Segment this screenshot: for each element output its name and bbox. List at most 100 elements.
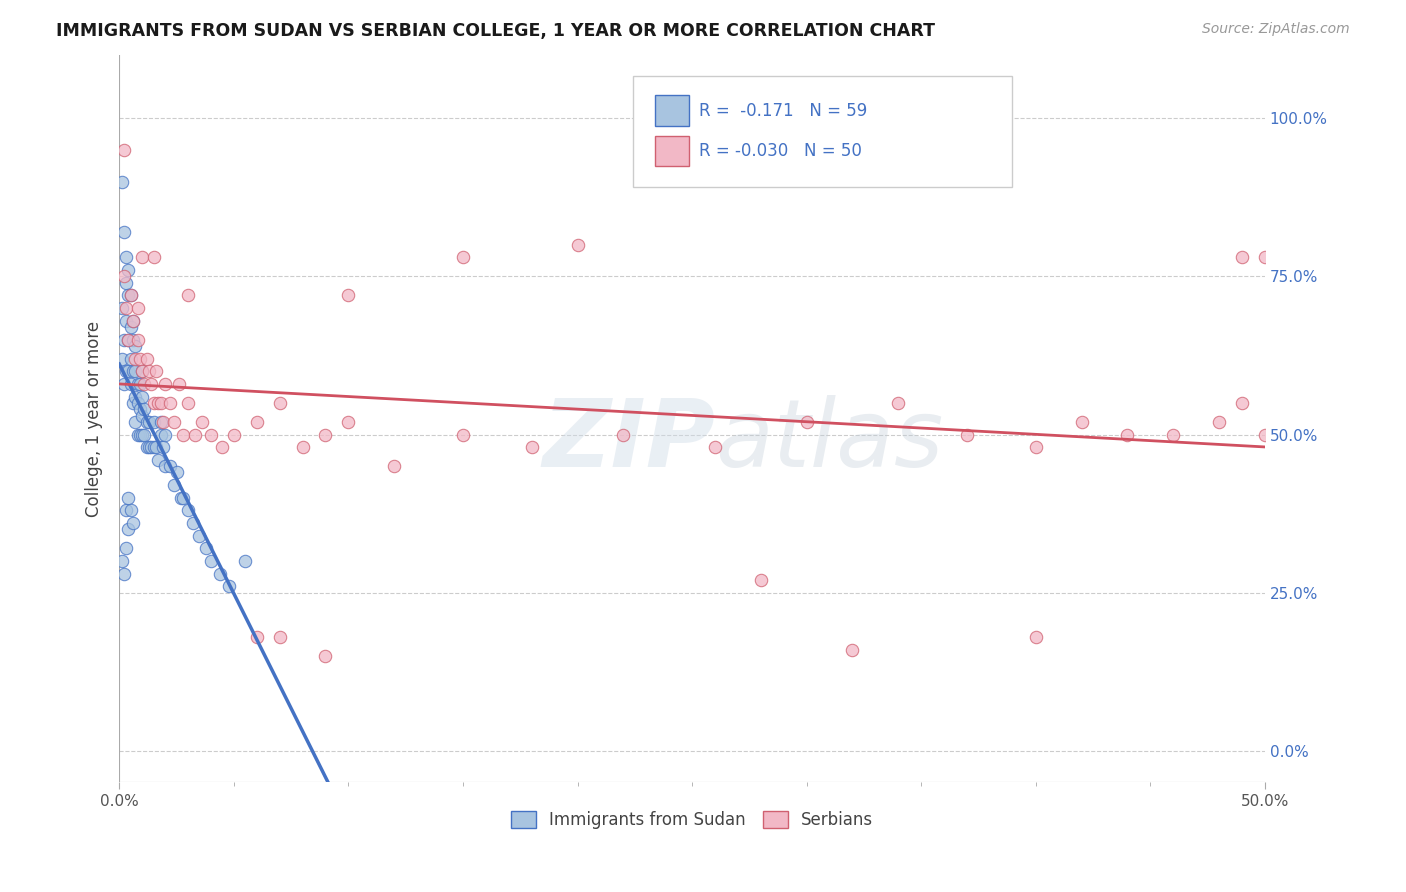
Point: [117, 333, 139, 347]
Point: [145, 440, 167, 454]
Point: [451, 427, 474, 442]
Text: IMMIGRANTS FROM SUDAN VS SERBIAN COLLEGE, 1 YEAR OR MORE CORRELATION CHART: IMMIGRANTS FROM SUDAN VS SERBIAN COLLEGE…: [56, 22, 935, 40]
Point: [612, 427, 634, 442]
Point: [1208, 415, 1230, 429]
Point: [209, 566, 232, 581]
Point: [131, 251, 153, 265]
Point: [110, 554, 132, 568]
Point: [127, 427, 149, 442]
Point: [152, 440, 174, 454]
Point: [749, 573, 772, 587]
Point: [127, 396, 149, 410]
Point: [177, 288, 200, 302]
Legend: Immigrants from Sudan, Serbians: Immigrants from Sudan, Serbians: [505, 805, 880, 836]
Point: [124, 351, 146, 366]
Point: [142, 440, 165, 454]
Point: [128, 427, 150, 442]
Point: [148, 453, 170, 467]
Point: [110, 301, 132, 315]
Point: [117, 288, 139, 302]
Point: [520, 440, 543, 454]
Point: [153, 459, 176, 474]
Point: [887, 396, 910, 410]
Point: [1025, 630, 1047, 644]
Point: [159, 396, 181, 410]
Point: [170, 491, 193, 505]
Point: [166, 466, 188, 480]
Text: atlas: atlas: [716, 395, 943, 486]
Point: [233, 554, 256, 568]
Point: [269, 396, 291, 410]
Point: [120, 376, 142, 391]
Point: [567, 237, 589, 252]
Point: [115, 503, 138, 517]
Point: [337, 288, 360, 302]
Point: [172, 491, 194, 505]
Point: [122, 516, 145, 530]
Point: [222, 427, 245, 442]
Point: [314, 427, 336, 442]
Point: [218, 579, 240, 593]
Point: [124, 339, 146, 353]
Point: [138, 364, 160, 378]
Point: [124, 364, 146, 378]
Point: [112, 566, 135, 581]
Point: [127, 376, 149, 391]
Point: [112, 143, 135, 157]
Point: [131, 364, 153, 378]
Point: [1230, 396, 1253, 410]
Point: [177, 396, 200, 410]
Point: [131, 390, 153, 404]
Point: [382, 459, 405, 474]
Point: [142, 251, 165, 265]
Point: [131, 427, 153, 442]
Point: [142, 415, 165, 429]
Point: [211, 440, 233, 454]
Text: R =  -0.171   N = 59: R = -0.171 N = 59: [699, 102, 868, 120]
Point: [124, 415, 146, 429]
Point: [115, 364, 138, 378]
Text: ZIP: ZIP: [543, 394, 716, 486]
Point: [115, 251, 138, 265]
Point: [200, 554, 222, 568]
Point: [141, 376, 163, 391]
Point: [122, 333, 145, 347]
Point: [145, 364, 167, 378]
Point: [122, 314, 145, 328]
Point: [120, 288, 142, 302]
Point: [120, 288, 142, 302]
Point: [128, 402, 150, 417]
Point: [110, 351, 132, 366]
Point: [1116, 427, 1139, 442]
Point: [117, 263, 139, 277]
Point: [120, 351, 142, 366]
Point: [163, 415, 186, 429]
Point: [128, 376, 150, 391]
Point: [246, 630, 269, 644]
Point: [841, 642, 863, 657]
Point: [200, 427, 222, 442]
Point: [149, 396, 172, 410]
Point: [704, 440, 727, 454]
Point: [115, 541, 138, 556]
Point: [451, 251, 474, 265]
Point: [246, 415, 269, 429]
Point: [153, 427, 176, 442]
Point: [1161, 427, 1184, 442]
Point: [141, 440, 163, 454]
Point: [184, 427, 207, 442]
Point: [163, 478, 186, 492]
Point: [115, 314, 138, 328]
Point: [127, 301, 149, 315]
Point: [128, 351, 150, 366]
Point: [149, 415, 172, 429]
Point: [152, 415, 174, 429]
Point: [115, 276, 138, 290]
Point: [291, 440, 314, 454]
Point: [167, 376, 190, 391]
Point: [149, 427, 172, 442]
Point: [117, 523, 139, 537]
Point: [122, 396, 145, 410]
Point: [138, 440, 160, 454]
Text: R = -0.030   N = 50: R = -0.030 N = 50: [699, 142, 862, 160]
